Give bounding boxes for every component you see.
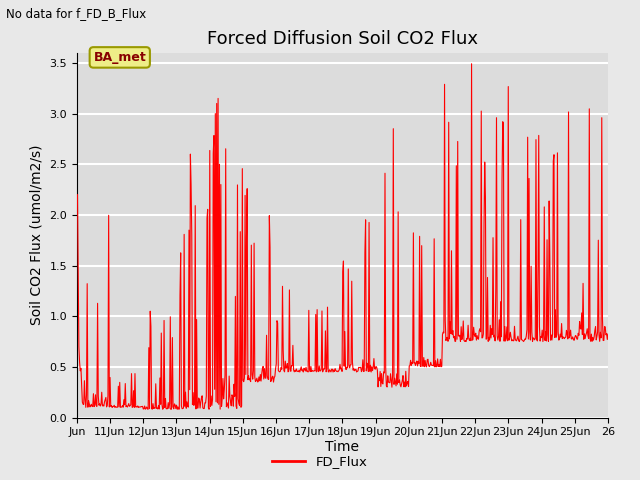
Text: BA_met: BA_met xyxy=(93,51,146,64)
Text: No data for f_FD_B_Flux: No data for f_FD_B_Flux xyxy=(6,7,147,20)
Title: Forced Diffusion Soil CO2 Flux: Forced Diffusion Soil CO2 Flux xyxy=(207,30,478,48)
X-axis label: Time: Time xyxy=(325,440,360,454)
Legend: FD_Flux: FD_Flux xyxy=(267,450,373,473)
Y-axis label: Soil CO2 Flux (umol/m2/s): Soil CO2 Flux (umol/m2/s) xyxy=(30,145,44,325)
